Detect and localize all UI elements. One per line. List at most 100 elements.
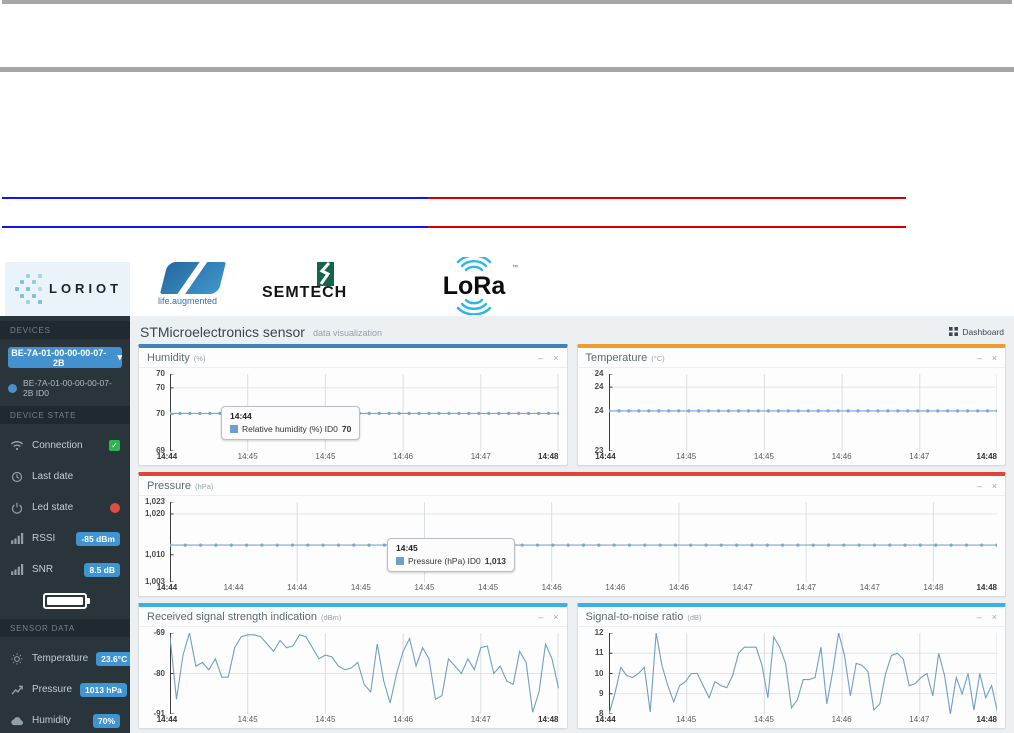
minimize-button[interactable]: –: [976, 480, 982, 491]
x-tick-label: 14:47: [909, 452, 930, 461]
divider-line-2: [2, 226, 906, 228]
x-tick-label: 14:46: [393, 452, 414, 461]
x-tick-label: 14:47: [909, 715, 930, 724]
pressure-label: Pressure: [32, 684, 73, 695]
semtech-logo: SEMTECH: [262, 262, 362, 306]
x-tick-label: 14:48: [923, 583, 944, 592]
x-tick-label: 14:44: [595, 452, 616, 461]
st-logo-tagline: life.augmented: [158, 296, 218, 306]
loriot-logo-text: LORIOT: [49, 281, 123, 296]
panel-title: Temperature: [585, 352, 648, 364]
st-logo-icon: [160, 262, 226, 294]
tooltip-value: 1,013: [484, 556, 507, 566]
signal-bars-icon: [10, 564, 24, 575]
minimize-button[interactable]: –: [976, 611, 982, 622]
device-list-item-label: BE-7A-01-00-00-00-07-2B ID0: [23, 378, 112, 398]
y-tick-label: 24: [594, 369, 604, 378]
x-tick-label: 14:45: [753, 715, 774, 724]
tooltip-value: 70: [341, 424, 352, 434]
st-logo: life.augmented: [158, 262, 238, 310]
pressure-chart-area: 1,023 1,020 1,010 1,003 14:44 14:44 14:44 14:4…: [143, 498, 997, 595]
humidity-row: Humidity 70%: [0, 705, 130, 733]
x-axis-labels: 14:44 14:45 14:45 14:46 14:47 14:48: [595, 715, 997, 727]
x-tick-label: 14:45: [676, 452, 697, 461]
device-select-button[interactable]: BE-7A-01-00-00-00-07-2B ▾: [8, 347, 122, 368]
x-tick-label: 14:46: [393, 715, 414, 724]
panel-pressure-header: Pressure (hPa) – ×: [139, 476, 1005, 496]
loriot-logo: LORIOT: [5, 262, 130, 316]
panel-unit: (dB): [687, 612, 702, 622]
temperature-chart-area: 24 24 24 23 14:44 14:45 14:45 14:46 14:47 14:48: [582, 369, 998, 464]
y-tick-label: 12: [594, 628, 604, 637]
y-tick-label: -80: [153, 668, 165, 678]
close-button[interactable]: ×: [553, 352, 559, 363]
divider-line-1: [2, 197, 906, 199]
minimize-button[interactable]: –: [538, 352, 544, 363]
signal-bars-icon: [10, 533, 24, 544]
rssi-chart[interactable]: [170, 633, 559, 714]
y-axis-labels: 12 11 10 9 8: [582, 629, 608, 718]
x-tick-label: 14:46: [831, 715, 852, 724]
y-tick-label: -91: [153, 709, 165, 718]
x-tick-label: 14:45: [478, 583, 499, 592]
x-tick-label: 14:44: [156, 583, 178, 592]
dashboard-button[interactable]: Dashboard: [949, 327, 1004, 337]
panel-title: Received signal strength indication: [147, 611, 317, 623]
temperature-chart[interactable]: [608, 374, 998, 451]
battery-row: [0, 585, 130, 619]
svg-text:LoRa: LoRa: [443, 272, 507, 300]
y-tick-label: 1,003: [144, 577, 165, 586]
dashboard-button-label: Dashboard: [962, 326, 1004, 337]
y-tick-label: 8: [599, 709, 604, 718]
tooltip-time: 14:44: [230, 411, 252, 421]
lora-logo: LoRa ™: [428, 254, 520, 316]
minimize-button[interactable]: –: [976, 352, 982, 363]
panel-temperature-header: Temperature (°C) – ×: [577, 348, 1005, 368]
rssi-chart-area: -69 -80 -91 14:44 14:45 14:45 14:46 14:47 14:48: [143, 629, 559, 727]
x-tick-label: 14:46: [668, 583, 689, 592]
x-tick-label: 14:45: [753, 452, 774, 461]
x-tick-label: 14:47: [796, 583, 817, 592]
y-tick-label: 24: [594, 382, 604, 392]
snr-chart[interactable]: [608, 633, 998, 714]
humidity-label: Humidity: [32, 715, 71, 726]
second-rule: [0, 67, 1014, 72]
close-button[interactable]: ×: [991, 480, 997, 491]
panel-rssi: Received signal strength indication (dBm…: [138, 603, 568, 729]
dashboard-grid-icon: [949, 327, 959, 336]
device-state-section-header: DEVICE STATE: [0, 406, 130, 424]
tooltip-label: Relative humidity (%) ID0: [242, 424, 338, 434]
panel-humidity-header: Humidity (%) – ×: [139, 348, 567, 368]
x-tick-label: 14:45: [315, 715, 336, 724]
y-tick-label: 70: [156, 369, 165, 378]
x-tick-label: 14:46: [831, 452, 852, 461]
x-axis-labels: 14:44 14:45 14:45 14:46 14:47 14:48: [157, 715, 559, 727]
tooltip-label: Pressure (hPa) ID0: [408, 556, 481, 566]
snr-value-badge: 8.5 dB: [84, 562, 120, 577]
y-tick-label: 1,010: [144, 549, 165, 559]
snr-label: SNR: [32, 564, 54, 575]
pressure-chart[interactable]: [170, 502, 997, 582]
y-axis-labels: 1,023 1,020 1,010 1,003: [143, 498, 169, 586]
main-content: STMicroelectronics sensor data visualiza…: [130, 316, 1014, 733]
close-button[interactable]: ×: [991, 352, 997, 363]
x-tick-label: 14:48: [538, 715, 559, 724]
pressure-row: Pressure 1013 hPa: [0, 674, 130, 705]
panel-unit: (hPa): [195, 481, 214, 491]
y-tick-label: 70: [156, 382, 165, 392]
series-swatch-icon: [230, 425, 238, 433]
rssi-label: RSSI: [32, 533, 56, 544]
x-tick-label: 14:45: [350, 583, 371, 592]
connection-check-icon: ✓: [109, 440, 120, 451]
close-button[interactable]: ×: [553, 611, 559, 622]
humidity-tooltip: 14:44 Relative humidity (%) ID0 70: [221, 406, 361, 440]
main-header: STMicroelectronics sensor data visualiza…: [130, 316, 1014, 344]
minimize-button[interactable]: –: [538, 611, 544, 622]
top-rule: [2, 0, 1012, 4]
device-list-item[interactable]: BE-7A-01-00-00-00-07-2B ID0: [0, 374, 130, 406]
x-tick-label: 14:45: [414, 583, 435, 592]
x-axis-labels: 14:44 14:44 14:44 14:45 14:45 14:45 14:46 14:46…: [157, 583, 997, 595]
panel-unit: (°C): [651, 353, 665, 363]
x-tick-label: 14:45: [237, 715, 258, 724]
close-button[interactable]: ×: [991, 611, 997, 622]
